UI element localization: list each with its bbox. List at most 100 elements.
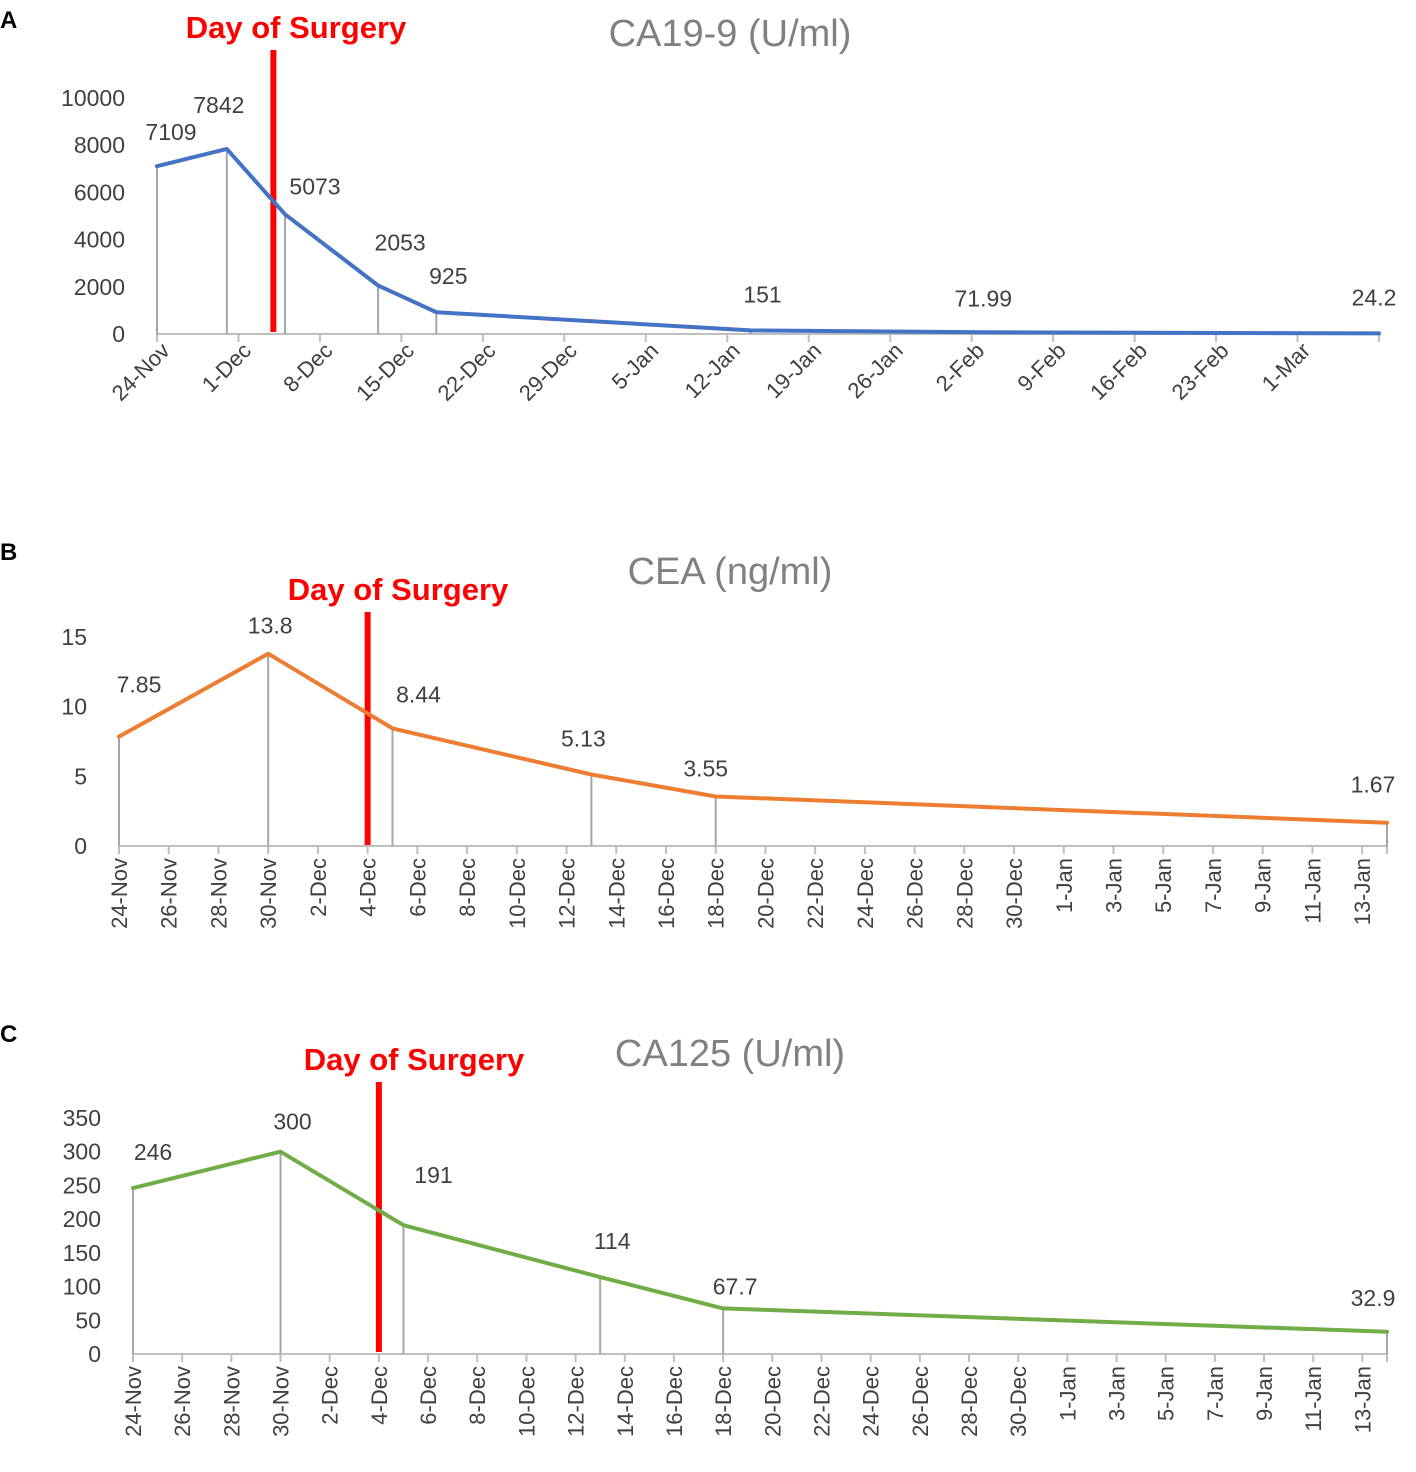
panel-b-cea-chart: B CEA (ng/ml) Day of Surgery 0 5 10 15 24-N…	[0, 539, 1395, 929]
data-label-c: 300	[273, 1109, 311, 1135]
y-tick-label-b: 0	[74, 833, 87, 859]
data-label-b: 3.55	[683, 756, 728, 782]
data-label-a: 2053	[375, 230, 426, 256]
x-tick-label-a: 2-Feb	[931, 338, 989, 396]
x-tick-label-c: 4-Dec	[367, 1366, 392, 1425]
y-tick-label-c: 200	[63, 1206, 101, 1232]
panel-letter-a: A	[0, 7, 17, 34]
data-label-b: 5.13	[561, 726, 606, 752]
y-tick-label-b: 5	[74, 763, 87, 789]
data-label-a: 7842	[193, 92, 244, 118]
x-tick-label-a: 24-Nov	[107, 338, 175, 406]
x-tick-label-c: 14-Dec	[613, 1366, 638, 1437]
x-tick-label-c: 1-Jan	[1055, 1366, 1080, 1421]
x-tick-label-b: 4-Dec	[356, 858, 381, 917]
data-labels-c: 246 300 191 114 67.7 32.9	[134, 1109, 1396, 1311]
x-tick-label-c: 6-Dec	[416, 1366, 441, 1425]
x-tick-label-c: 16-Dec	[662, 1366, 687, 1437]
x-tick-label-c: 30-Dec	[1006, 1366, 1031, 1437]
data-label-c: 32.9	[1351, 1285, 1396, 1311]
x-tick-label-b: 1-Jan	[1052, 858, 1077, 913]
series-c	[131, 1149, 1389, 1334]
x-tick-label-a: 29-Dec	[514, 338, 582, 406]
x-tick-label-c: 22-Dec	[809, 1366, 834, 1437]
x-tick-label-b: 16-Dec	[654, 858, 679, 929]
x-tick-label-b: 30-Nov	[256, 858, 281, 929]
x-axis-a: 24-Nov 1-Dec 8-Dec 15-Dec 22-Dec 29-Dec 5-Jan 1…	[107, 333, 1380, 406]
series-line-a	[155, 146, 1381, 336]
x-tick-label-c: 3-Jan	[1105, 1366, 1130, 1421]
data-label-a: 71.99	[955, 285, 1013, 311]
x-tick-label-a: 9-Feb	[1012, 338, 1070, 396]
x-axis-b: 24-Nov 26-Nov 28-Nov 30-Nov 2-Dec 4-Dec 6-Dec 8…	[107, 845, 1388, 929]
x-tick-label-c: 26-Nov	[170, 1366, 195, 1437]
x-tick-label-b: 5-Jan	[1151, 858, 1176, 913]
x-tick-label-a: 15-Dec	[351, 338, 419, 406]
data-label-c: 246	[134, 1139, 172, 1165]
panel-letter-c: C	[0, 1021, 17, 1048]
series-line-c	[131, 1149, 1389, 1334]
x-tick-label-c: 28-Nov	[219, 1366, 244, 1437]
y-tick-label-c: 350	[63, 1105, 101, 1131]
x-tick-label-b: 9-Jan	[1251, 858, 1276, 913]
x-tick-label-a: 1-Mar	[1257, 338, 1315, 396]
x-tick-label-c: 18-Dec	[711, 1366, 736, 1437]
y-tick-label-c: 250	[63, 1172, 101, 1198]
drop-lines-a	[156, 148, 752, 334]
x-tick-label-a: 16-Feb	[1085, 338, 1152, 405]
x-tick-label-a: 5-Jan	[607, 338, 664, 395]
x-tick-label-c: 24-Dec	[859, 1366, 884, 1437]
data-label-c: 114	[594, 1228, 631, 1254]
x-tick-label-b: 30-Dec	[1002, 858, 1027, 929]
data-label-c: 191	[414, 1162, 452, 1188]
x-tick-label-b: 26-Dec	[903, 858, 928, 929]
x-tick-label-a: 8-Dec	[278, 338, 337, 397]
x-tick-label-b: 2-Dec	[306, 858, 331, 917]
panel-a-ca19-9-chart: A CA19-9 (U/ml) Day of Surgery 0 2000 4000…	[0, 7, 1396, 406]
data-label-b: 8.44	[396, 681, 441, 707]
y-tick-label-a: 2000	[74, 274, 125, 300]
data-label-a: 7109	[145, 119, 196, 145]
x-tick-label-b: 14-Dec	[604, 858, 629, 929]
surgery-label-a: Day of Surgery	[186, 10, 407, 45]
data-label-b: 7.85	[117, 672, 162, 698]
x-tick-label-b: 28-Nov	[206, 858, 231, 929]
series-line-b	[117, 651, 1389, 825]
data-label-c: 67.7	[713, 1273, 758, 1299]
chart-title-ca125: CA125 (U/ml)	[615, 1033, 845, 1075]
x-tick-label-c: 11-Jan	[1301, 1366, 1326, 1432]
panel-letter-b: B	[0, 539, 17, 566]
x-tick-label-c: 24-Nov	[121, 1366, 146, 1437]
x-tick-label-b: 28-Dec	[952, 858, 977, 929]
series-b	[117, 651, 1389, 825]
x-tick-label-b: 8-Dec	[455, 858, 480, 917]
y-tick-label-a: 4000	[74, 227, 125, 253]
x-tick-label-b: 26-Nov	[157, 858, 182, 929]
x-tick-label-b: 6-Dec	[405, 858, 430, 917]
y-tick-label-b: 15	[61, 624, 87, 650]
x-tick-label-c: 9-Jan	[1252, 1366, 1277, 1421]
x-tick-label-c: 28-Dec	[957, 1366, 982, 1437]
chart-title-ca19-9: CA19-9 (U/ml)	[609, 13, 852, 55]
y-tick-label-b: 10	[61, 694, 87, 720]
x-tick-label-c: 5-Jan	[1154, 1366, 1179, 1421]
panel-c-ca125-chart: C CA125 (U/ml) Day of Surgery 0 50 100 150 2…	[0, 1021, 1395, 1437]
x-tick-label-b: 22-Dec	[803, 858, 828, 929]
x-tick-label-b: 12-Dec	[555, 858, 580, 929]
y-tick-label-c: 150	[63, 1240, 101, 1266]
y-tick-label-c: 100	[63, 1274, 101, 1300]
drop-lines-c	[132, 1151, 1388, 1354]
x-tick-label-c: 26-Dec	[908, 1366, 933, 1437]
y-tick-label-c: 0	[88, 1341, 101, 1367]
x-tick-label-c: 8-Dec	[465, 1366, 490, 1425]
x-tick-label-a: 22-Dec	[433, 338, 501, 406]
x-tick-label-b: 7-Jan	[1201, 858, 1226, 913]
x-tick-label-b: 3-Jan	[1102, 858, 1127, 913]
data-label-a: 925	[429, 263, 467, 289]
x-tick-label-c: 20-Dec	[760, 1366, 785, 1437]
series-a	[155, 146, 1381, 336]
y-tick-label-c: 50	[75, 1307, 101, 1333]
surgery-label-b: Day of Surgery	[288, 572, 509, 607]
x-tick-label-b: 20-Dec	[753, 858, 778, 929]
